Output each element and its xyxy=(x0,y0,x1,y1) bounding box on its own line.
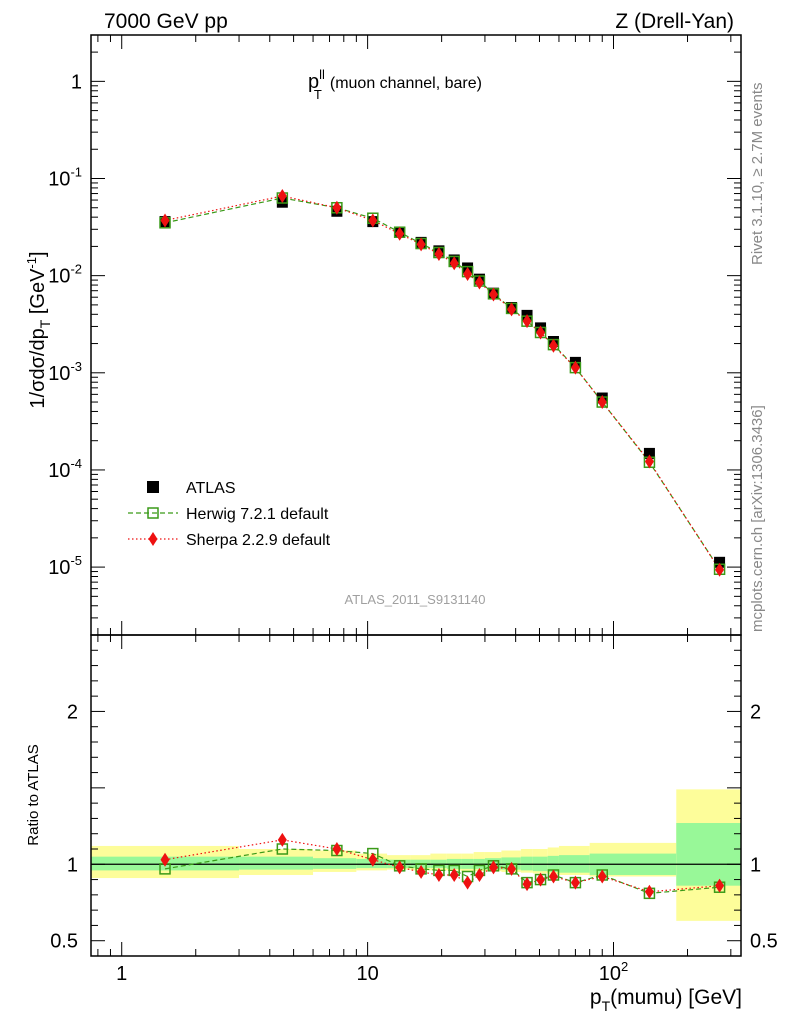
sherpa-ratio-point xyxy=(715,878,725,893)
atlas-point xyxy=(643,447,655,459)
ratio-y-tick-label: 2 xyxy=(67,701,78,723)
main-y-tick-label: 10-4 xyxy=(48,456,82,482)
main-y-label: 1/σdσ/dpT [GeV-1] xyxy=(24,251,53,408)
sherpa-point xyxy=(488,287,498,302)
legend-sherpa-marker xyxy=(148,532,158,546)
x-axis-label-main: p xyxy=(590,986,602,1009)
sherpa-ratio-point xyxy=(368,852,378,867)
x-axis-label-sub: T xyxy=(602,998,611,1014)
atlas-point xyxy=(714,556,726,568)
ratio-panel: 0.5 0.5 1 1 2 2 1 10 102 Ratio to ATLAS xyxy=(25,634,778,985)
legend-atlas-marker xyxy=(147,481,159,493)
sherpa-point xyxy=(507,302,517,317)
legend: ATLAS Herwig 7.2.1 default Sherpa 2.2.9 … xyxy=(128,480,331,549)
main-y-tick-label: 10-1 xyxy=(48,165,82,191)
sherpa-ratio-point xyxy=(488,860,498,875)
x-tick-label: 1 xyxy=(116,963,127,985)
legend-herwig-marker xyxy=(147,507,159,519)
header-left: 7000 GeV pp xyxy=(104,10,228,33)
sherpa-ratio-point xyxy=(474,867,484,882)
main-panel: 10-5 10-4 10-3 10-2 10-1 1 pll T (muon channel,… xyxy=(24,34,742,636)
ratio-y-tick-label-right: 0.5 xyxy=(750,931,778,953)
main-y-tick-label: 1 xyxy=(71,71,82,93)
sherpa-ratio-point xyxy=(434,867,444,882)
x-tick-label: 10 xyxy=(356,963,378,985)
sherpa-point xyxy=(434,247,444,262)
sherpa-ratio-point xyxy=(644,884,654,899)
sherpa-ratio-point xyxy=(548,869,558,884)
sherpa-ratio-point xyxy=(416,864,426,879)
sherpa-ratio-point xyxy=(522,877,532,892)
header-right: Z (Drell-Yan) xyxy=(615,10,734,33)
sherpa-point xyxy=(416,237,426,252)
sherpa-ratio-point xyxy=(332,842,342,856)
sherpa-ratio-point xyxy=(570,875,580,890)
ratio-frame xyxy=(90,634,742,957)
ratio-band-green xyxy=(313,858,357,869)
sherpa-point xyxy=(715,562,725,577)
sherpa-ratio-point xyxy=(463,875,473,890)
sherpa-ratio-point xyxy=(507,861,517,876)
sherpa-ratio-point xyxy=(536,872,546,887)
main-y-tick-label: 10-3 xyxy=(48,359,82,385)
sherpa-ratio-point xyxy=(277,832,287,847)
plot-title-main: p xyxy=(308,71,319,93)
sherpa-point xyxy=(277,189,287,204)
sherpa-point xyxy=(449,256,459,271)
sherpa-point xyxy=(570,360,580,375)
ratio-band-green xyxy=(676,823,741,886)
rivet-label: Rivet 3.1.10, ≥ 2.7M events xyxy=(749,83,766,266)
x-axis-label-rest: (mumu) [GeV] xyxy=(610,986,742,1009)
sherpa-ratio-point xyxy=(395,860,405,875)
plot-title-rest: (muon channel, bare) xyxy=(330,75,482,92)
sherpa-point xyxy=(463,266,473,281)
sherpa-ratio-point xyxy=(597,869,607,884)
sherpa-point xyxy=(368,213,378,228)
ratio-band-green xyxy=(520,856,533,871)
ratio-y-tick-label: 0.5 xyxy=(50,931,78,953)
analysis-id: ATLAS_2011_S9131140 xyxy=(345,592,486,607)
legend-atlas-label: ATLAS xyxy=(186,480,236,497)
plot-title-sub: T xyxy=(314,87,322,102)
ratio-y-tick-label-right: 1 xyxy=(750,854,761,876)
ratio-y-tick-label-right: 2 xyxy=(750,701,761,723)
sherpa-point xyxy=(548,338,558,353)
sherpa-point xyxy=(644,454,654,469)
mcplots-label: mcplots.cern.ch [arXiv:1306.3436] xyxy=(749,405,766,632)
sherpa-ratio-point xyxy=(160,852,170,867)
ratio-y-label: Ratio to ATLAS xyxy=(25,744,42,845)
main-y-tick-label: 10-2 xyxy=(48,262,82,288)
x-axis-label: pT(mumu) [GeV] xyxy=(590,986,742,1014)
sherpa-point xyxy=(474,275,484,290)
sherpa-point xyxy=(597,395,607,410)
legend-sherpa-label: Sherpa 2.2.9 default xyxy=(186,532,331,549)
sherpa-point xyxy=(395,226,405,241)
ratio-y-tick-label: 1 xyxy=(67,854,78,876)
plot-title-sup: ll xyxy=(319,67,325,82)
sherpa-point xyxy=(160,213,170,228)
sherpa-point xyxy=(536,325,546,340)
legend-herwig-label: Herwig 7.2.1 default xyxy=(186,506,329,523)
sherpa-point xyxy=(332,200,342,215)
sherpa-point xyxy=(522,314,532,329)
x-tick-label: 102 xyxy=(599,959,628,985)
ratio-band-green xyxy=(239,856,314,870)
sherpa-ratio-point xyxy=(449,867,459,882)
plot-title: pll T (muon channel, bare) xyxy=(308,67,482,102)
main-y-tick-label: 10-5 xyxy=(48,553,82,579)
